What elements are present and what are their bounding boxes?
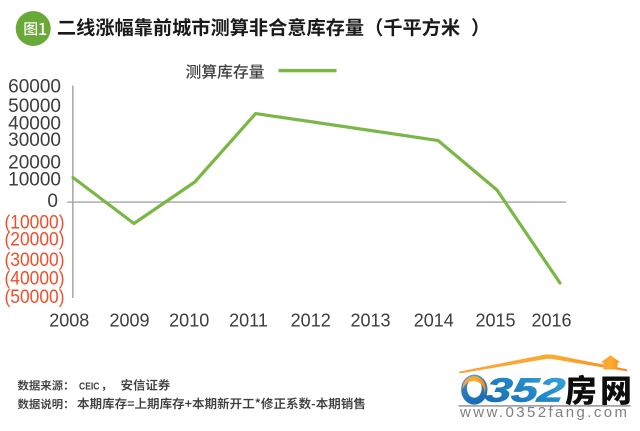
svg-text:40000: 40000 [8, 113, 61, 134]
svg-text:(20000): (20000) [5, 229, 65, 250]
svg-text:0: 0 [47, 191, 58, 212]
svg-text:(30000): (30000) [5, 250, 65, 271]
svg-text:20000: 20000 [8, 152, 61, 173]
svg-text:2013: 2013 [350, 311, 390, 331]
svg-text:(10000): (10000) [5, 212, 65, 233]
svg-text:2014: 2014 [414, 311, 454, 331]
svg-text:(40000): (40000) [5, 268, 65, 289]
svg-text:10000: 10000 [8, 169, 61, 190]
svg-text:352: 352 [483, 371, 568, 408]
svg-text:2010: 2010 [169, 311, 209, 331]
svg-text:2012: 2012 [291, 311, 331, 331]
svg-text:2016: 2016 [531, 311, 571, 331]
svg-text:50000: 50000 [8, 96, 61, 117]
svg-text:2009: 2009 [109, 311, 149, 331]
svg-text:CEIC: CEIC [79, 381, 100, 393]
svg-text:2011: 2011 [229, 311, 268, 331]
svg-text:30000: 30000 [8, 130, 61, 151]
svg-text:2008: 2008 [49, 311, 89, 331]
svg-text:2015: 2015 [475, 311, 515, 331]
svg-text:60000: 60000 [8, 76, 61, 97]
svg-text:(50000): (50000) [5, 287, 65, 308]
